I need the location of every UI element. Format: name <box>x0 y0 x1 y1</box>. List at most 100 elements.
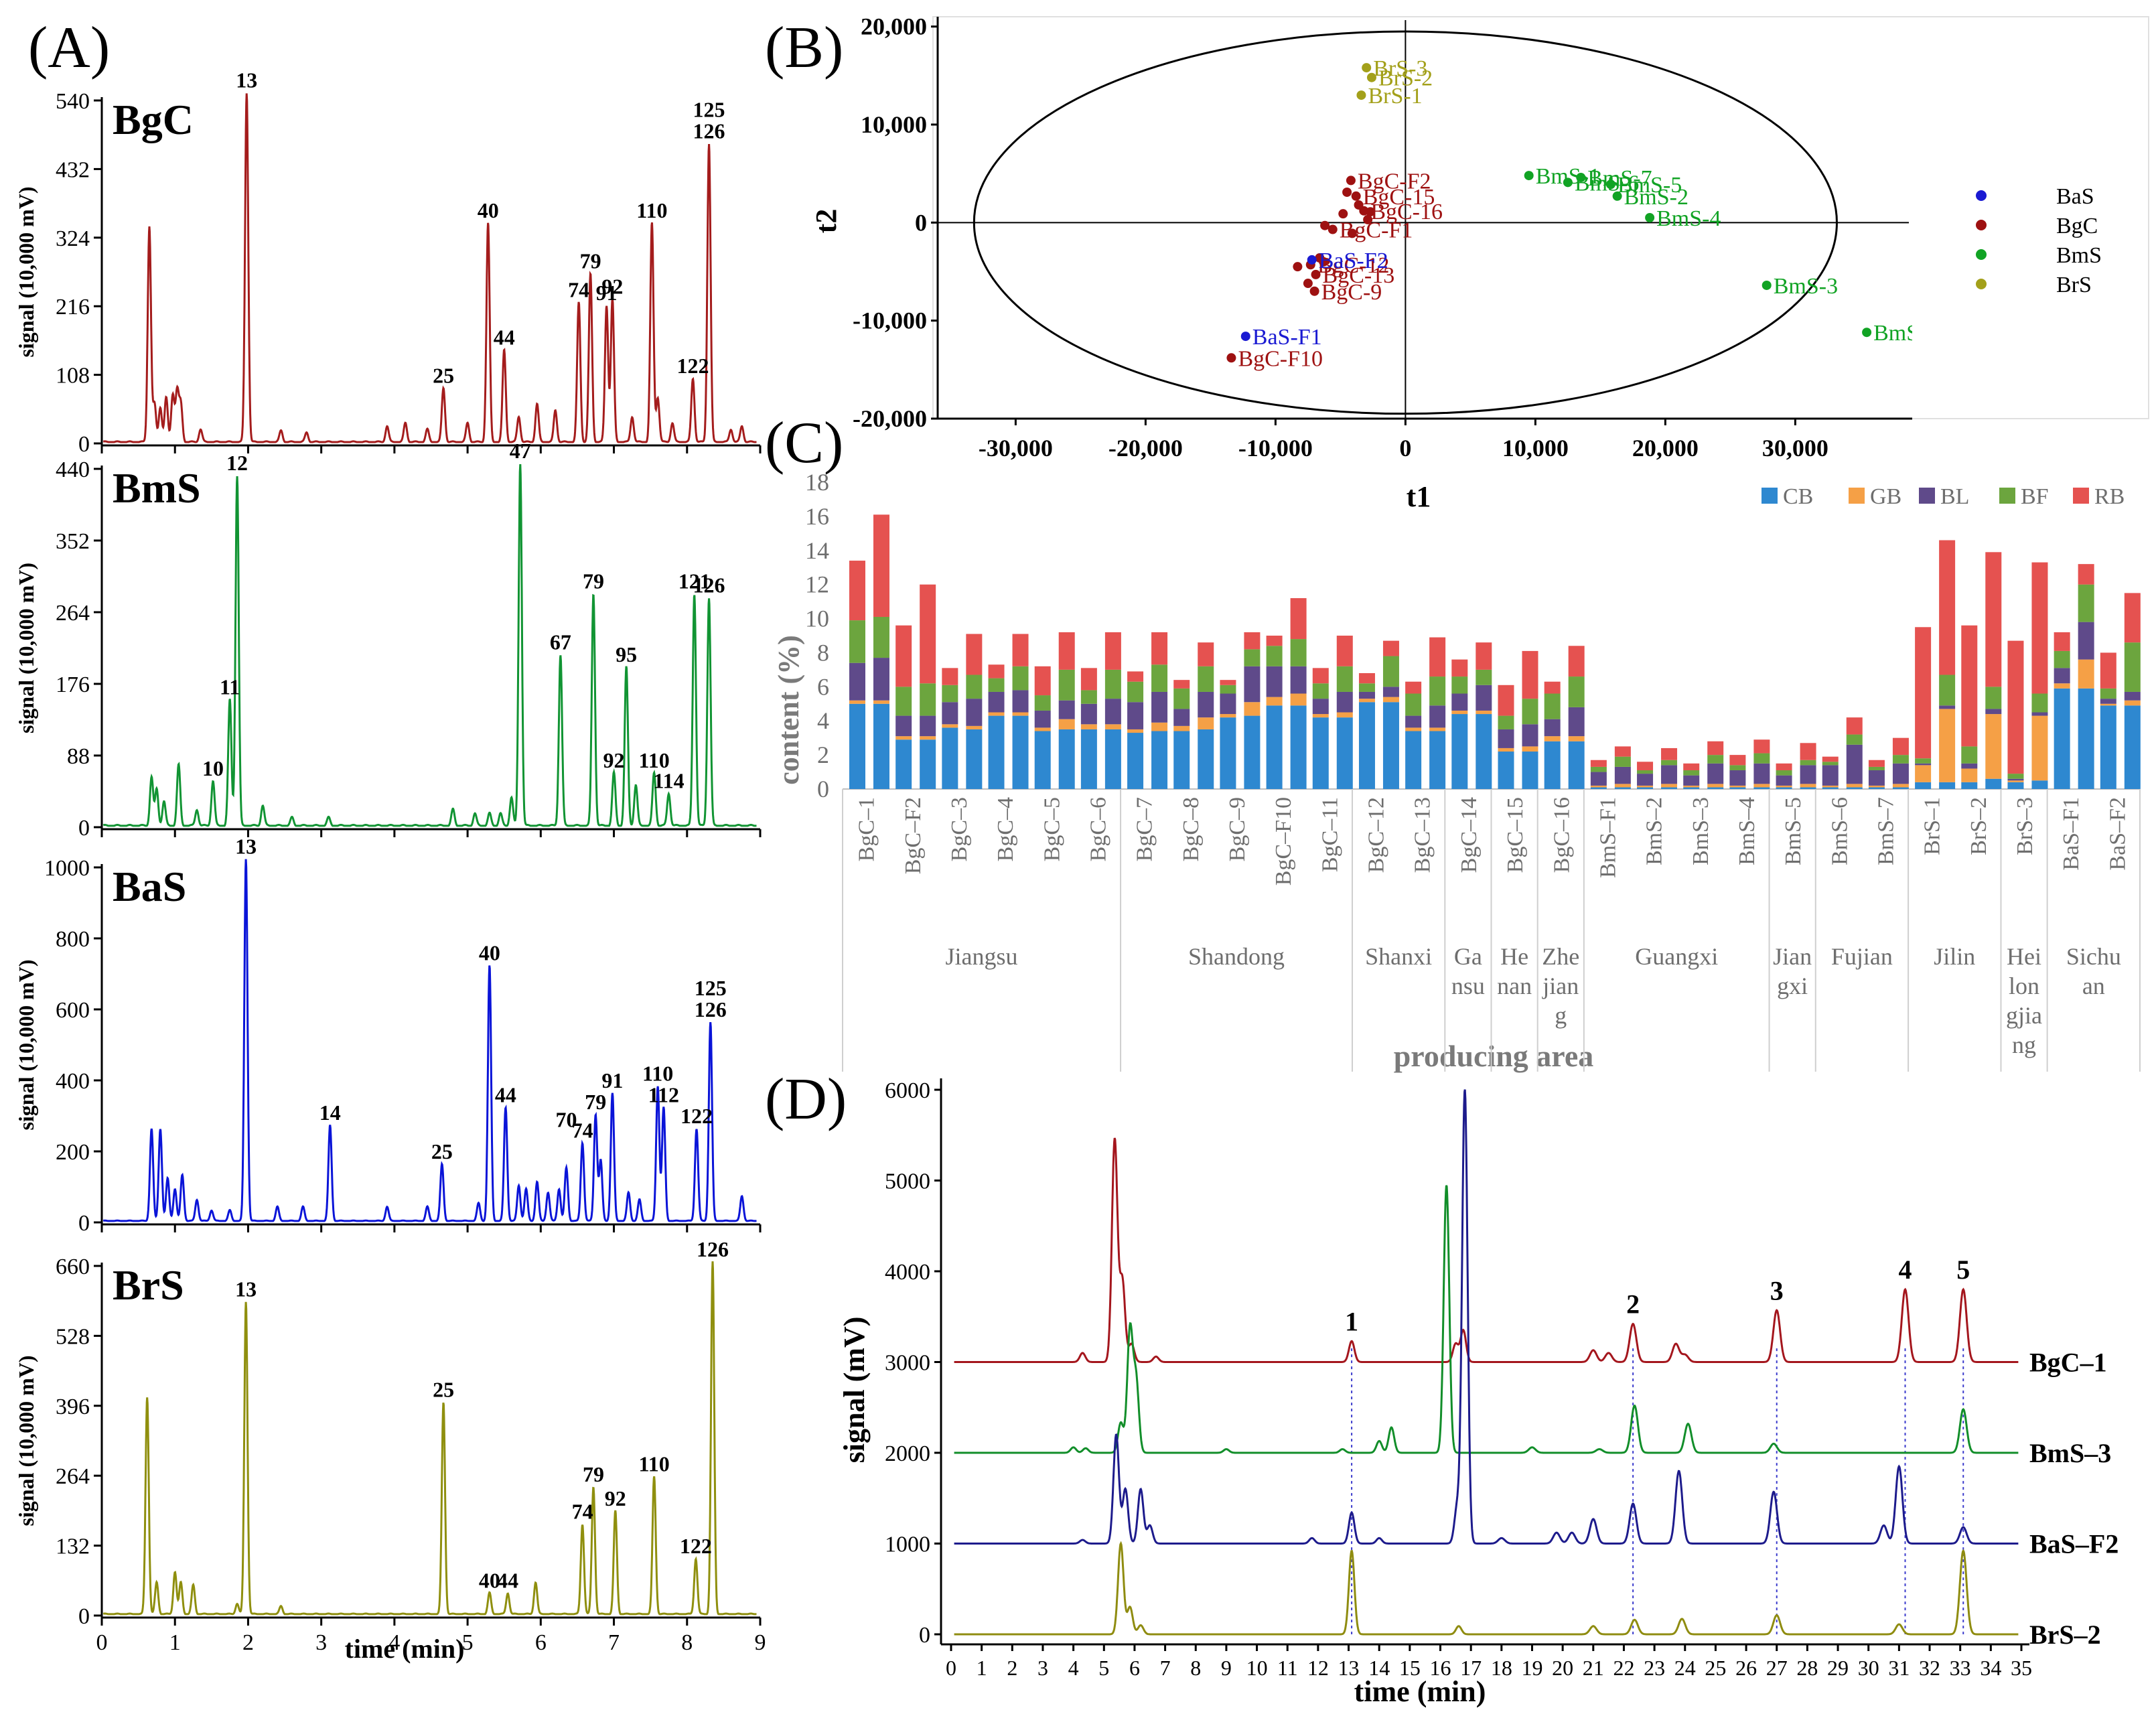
peak-label: 92 <box>601 275 623 299</box>
peak-label: 79 <box>583 569 604 593</box>
x-tick-label: 5 <box>1098 1656 1109 1680</box>
bar-segment-gb <box>1800 784 1816 788</box>
legend-label: GB <box>1870 484 1901 509</box>
category-label: BgC–F2 <box>901 797 926 874</box>
bar-segment-bl <box>1312 699 1329 715</box>
bar-segment-bf <box>1776 770 1792 776</box>
peak-label: 91 <box>596 281 618 305</box>
score-point <box>1346 175 1356 186</box>
peak-label: 14 <box>319 1100 341 1125</box>
y-tick-label: 14 <box>805 537 829 564</box>
y-tick-label: 108 <box>56 364 90 388</box>
score-point <box>1524 171 1534 181</box>
bar-segment-rb <box>1127 671 1144 682</box>
bar-segment-bl <box>1173 709 1190 726</box>
bar-segment-gb <box>1683 785 1700 788</box>
bar-segment-rb <box>1915 627 1932 759</box>
bar-segment-gb <box>1429 727 1446 731</box>
sample-name: BmS <box>113 464 201 512</box>
x-tick-label: 3 <box>315 1630 327 1655</box>
score-point <box>1563 177 1573 188</box>
bar-segment-rb <box>1336 636 1353 666</box>
peak-label: 25 <box>433 363 454 387</box>
bar-segment-rb <box>2124 593 2141 643</box>
y-tick-label: 264 <box>56 601 90 626</box>
bar-segment-cb <box>1127 733 1144 789</box>
x-tick-label: 32 <box>1919 1656 1940 1680</box>
region-label: Fujian <box>1831 943 1893 970</box>
bar-segment-rb <box>2078 564 2094 585</box>
bar-segment-bl <box>1707 763 1724 784</box>
x-tick-label: 23 <box>1644 1656 1665 1680</box>
bar-segment-rb <box>988 664 1005 679</box>
x-tick-label: 34 <box>1980 1656 2001 1680</box>
bar-segment-gb <box>988 712 1005 716</box>
bar-segment-bf <box>1729 765 1746 771</box>
x-tick-label: 7 <box>1160 1656 1171 1680</box>
bar-segment-rb <box>1429 637 1446 677</box>
peak-label: 44 <box>494 326 515 350</box>
bar-segment-cb <box>1382 702 1399 789</box>
x-tick-label: 26 <box>1735 1656 1757 1680</box>
peak-label: 126 <box>693 573 725 597</box>
category-label: BgC–9 <box>1225 797 1250 861</box>
score-point-label: BgC-9 <box>1321 280 1382 305</box>
bar-segment-rb <box>1892 737 1909 756</box>
chromatogram-trace <box>102 93 757 443</box>
bar-segment-cb <box>1198 729 1214 789</box>
bar-segment-rb <box>1868 760 1885 767</box>
score-point <box>1293 262 1303 272</box>
peak-label: 95 <box>616 642 637 666</box>
score-point <box>1762 280 1772 290</box>
panel-d-ylabel: signal (mV) <box>838 1317 871 1464</box>
score-point <box>1351 191 1361 201</box>
bar-segment-bl <box>1358 691 1375 699</box>
legend-swatch <box>1919 488 1935 504</box>
peak-label: 40 <box>479 1568 500 1592</box>
peak-label: 126 <box>697 1237 729 1261</box>
peak-label: 74 <box>572 1118 593 1142</box>
panel-c-label: (C) <box>765 411 843 476</box>
peak-label: 74 <box>572 1500 593 1524</box>
y-tick-label: 0 <box>78 432 90 457</box>
x-tick-label: -10,000 <box>1238 435 1313 461</box>
bar-segment-bl <box>2031 712 2048 716</box>
trace-label: BaS–F2 <box>2029 1529 2118 1559</box>
bar-segment-rb <box>1753 739 1770 754</box>
bar-segment-bl <box>1476 685 1492 711</box>
bar-segment-bf <box>873 617 889 658</box>
bar-segment-rb <box>1451 659 1468 677</box>
peak-label: 121 <box>678 569 711 593</box>
bar-segment-bf <box>1220 685 1236 694</box>
bar-segment-cb <box>1590 787 1607 789</box>
confidence-ellipse <box>973 30 1838 415</box>
x-tick-label: 1 <box>169 1630 181 1655</box>
category-label: BgC–3 <box>947 797 972 861</box>
score-point-label: BgC-13 <box>1323 263 1395 288</box>
bar-segment-bf <box>1034 695 1051 711</box>
x-tick-label: 11 <box>1277 1656 1298 1680</box>
peak-label: 92 <box>603 748 625 772</box>
x-tick-label: 10 <box>1246 1656 1268 1680</box>
bar-segment-bl <box>1290 666 1307 694</box>
score-point <box>1347 228 1357 238</box>
x-tick-label: 14 <box>1368 1656 1390 1680</box>
peak-label: 11 <box>220 675 240 699</box>
panel-d-label: (D) <box>765 1067 847 1132</box>
bar-segment-gb <box>2078 659 2094 689</box>
score-point-label: BrS-2 <box>1378 66 1433 91</box>
sample-name: BgC <box>113 96 194 143</box>
panel-d: (D) signal (mV) time (min) 0 1000 2000 3000… <box>765 1067 2118 1708</box>
bar-segment-bl <box>2124 691 2141 701</box>
bar-segment-cb <box>1034 731 1051 789</box>
category-label: BaS–F2 <box>2105 797 2130 871</box>
y-tick-label: 324 <box>56 226 90 251</box>
category-label: BmS–3 <box>1688 797 1713 865</box>
region-label: Zhe <box>1542 943 1579 970</box>
score-point-label: BmS-8 <box>1873 321 1938 346</box>
region-label: lon <box>2009 973 2039 999</box>
bar-segment-rb <box>1522 650 1538 699</box>
bar-segment-gb <box>1498 747 1514 752</box>
region-label: g <box>1555 1002 1567 1029</box>
